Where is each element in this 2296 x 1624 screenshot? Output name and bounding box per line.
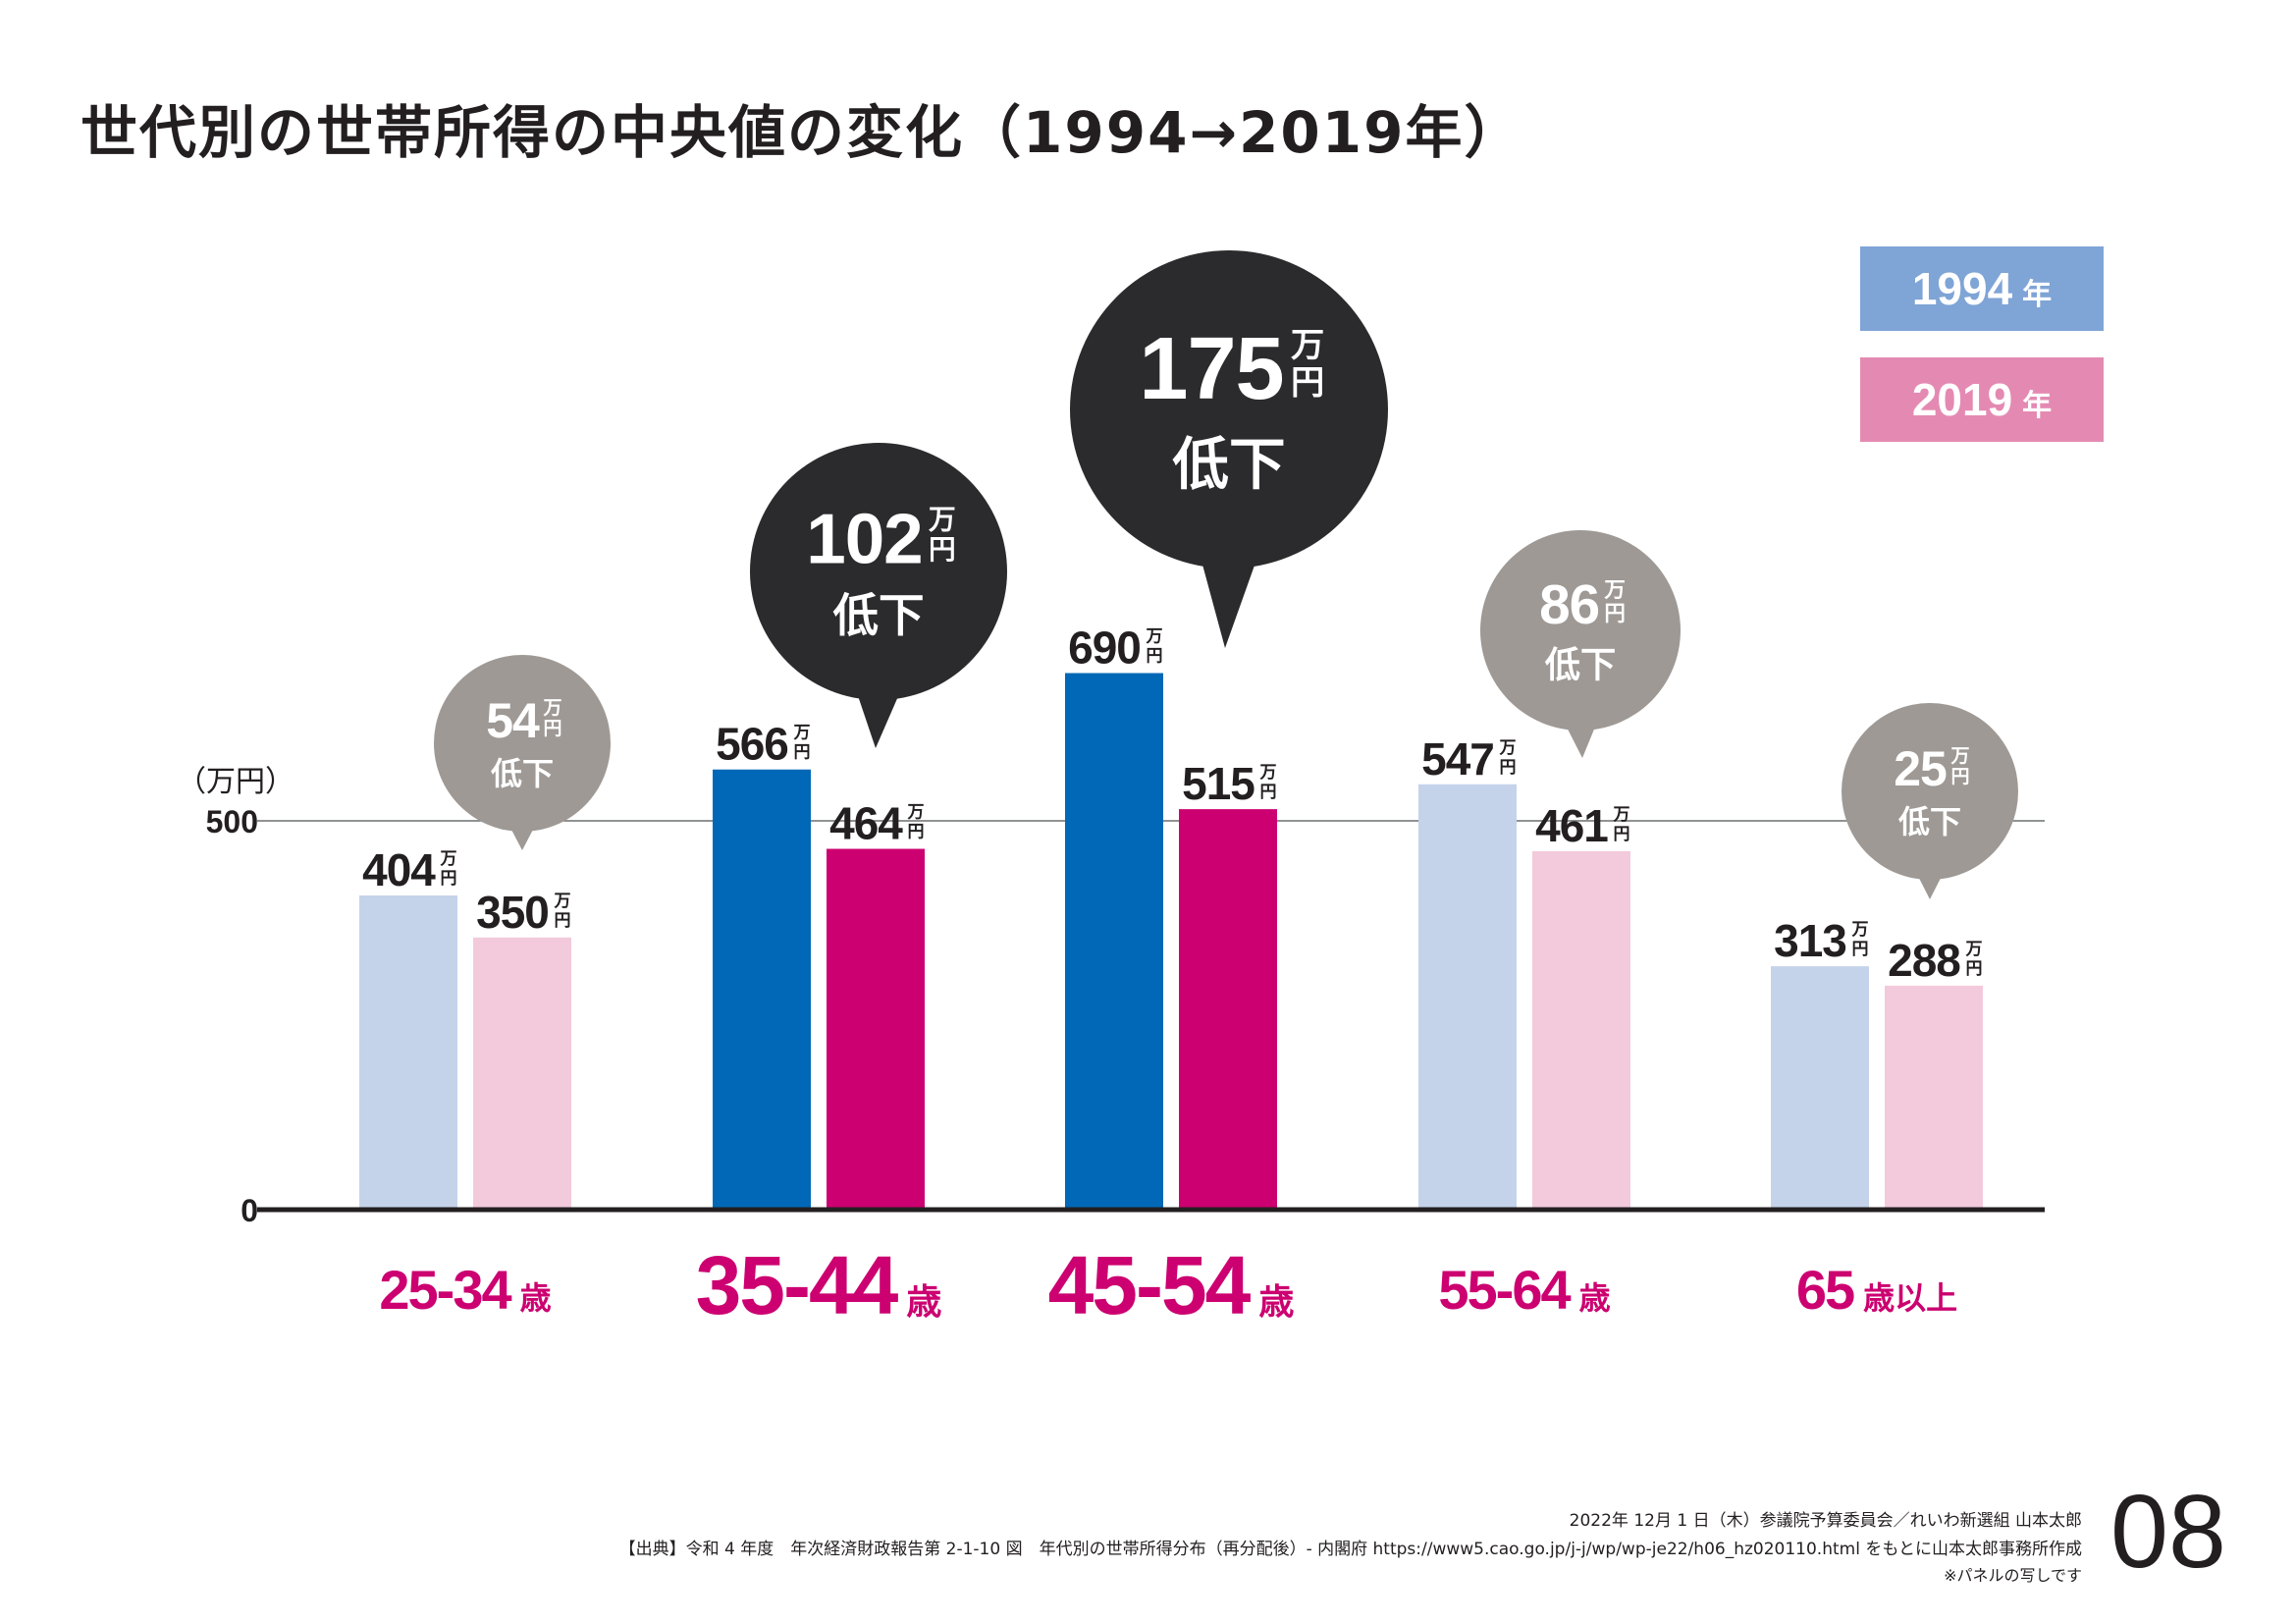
value-unit-man-2019-55-64: 万 [1613,805,1630,824]
value-unit-en-1994-35-44: 円 [794,743,811,762]
value-label-1994-25-34: 404 [362,844,436,895]
drop-value-45-54: 175 [1139,320,1283,418]
drop-unit-man-55-64: 万 [1604,578,1626,602]
value-unit-man-2019-45-54: 万 [1259,763,1277,782]
age-label-35-44: 35-44 歳 [696,1239,942,1331]
value-unit-man-1994-55-64: 万 [1499,738,1517,757]
drop-label-45-54: 低下 [1172,434,1285,497]
drop-value-55-64: 86 [1539,574,1599,636]
drop-unit-en-25-34: 円 [543,719,561,739]
drop-unit-en-65: 円 [1950,767,1969,787]
drop-unit-en-55-64: 円 [1604,602,1626,625]
age-range: 55-64 [1438,1259,1571,1321]
drop-bubble-65 [1842,703,2018,880]
drop-unit-man-45-54: 万 [1291,327,1324,364]
age-range: 65 [1796,1259,1854,1321]
legend-2019: 2019 年 [1860,357,2104,442]
bar-1994-45-54 [1065,673,1163,1210]
value-unit-man-1994-65: 万 [1851,920,1869,939]
drop-unit-en-35-44: 円 [929,534,956,565]
footer-source: 【出典】令和 4 年度 年次経済財政報告第 2-1-10 図 年代別の世帯所得分… [618,1540,2082,1559]
value-unit-en-1994-55-64: 円 [1500,758,1517,777]
legend-2019-unit: 年 [2022,389,2053,423]
age-range: 45-54 [1048,1239,1252,1331]
value-label-2019-45-54: 515 [1182,758,1255,809]
bar-2019-25-34 [473,937,571,1210]
y-axis-label: （万円） [177,766,294,798]
age-label-55-64: 55-64 歳 [1438,1259,1610,1321]
drop-label-65: 低下 [1898,804,1961,839]
value-unit-en-1994-65: 円 [1852,940,1869,958]
value-label-1994-65: 313 [1774,915,1846,966]
bar-1994-35-44 [713,769,811,1210]
age-suffix: 歳 [1258,1281,1294,1322]
age-range: 25-34 [379,1259,511,1321]
age-range: 35-44 [696,1239,899,1331]
value-unit-en-2019-45-54: 円 [1260,783,1277,801]
value-unit-en-2019-35-44: 円 [908,823,925,841]
value-label-2019-55-64: 461 [1535,800,1608,851]
bar-1994-25-34 [359,895,457,1210]
drop-unit-man-35-44: 万 [929,504,956,534]
drop-unit-man-25-34: 万 [542,698,561,719]
drop-value-65: 25 [1894,741,1947,796]
value-unit-en-2019-25-34: 円 [555,911,571,930]
bar-2019-65 [1885,985,1983,1210]
value-unit-man-2019-25-34: 万 [554,892,571,910]
footer-note: ※パネルの写しです [1944,1566,2082,1585]
value-unit-man-2019-35-44: 万 [907,803,925,822]
legend-1994-year: 1994 [1911,263,2013,314]
drop-bubble-tail-35-44 [855,688,902,748]
legend-1994-unit: 年 [2022,278,2053,312]
value-unit-en-2019-65: 円 [1966,959,1983,978]
bar-2019-55-64 [1532,850,1630,1210]
footer-date: 2022年 12月 1 日（木）参議院予算委員会／れいわ新選組 山本太郎 [1569,1511,2082,1531]
value-unit-man-1994-45-54: 万 [1146,627,1163,646]
age-label-45-54: 45-54 歳 [1048,1239,1295,1331]
drop-bubble-45-54 [1070,250,1388,568]
bar-1994-55-64 [1418,784,1517,1210]
legend-2019-year: 2019 [1911,374,2013,425]
age-suffix: 歳 [520,1280,552,1316]
value-label-1994-35-44: 566 [716,719,788,770]
age-suffix: 歳 [906,1281,941,1322]
legend-1994: 1994 年 [1860,246,2104,331]
value-unit-en-1994-25-34: 円 [441,869,457,888]
page-title: 世代別の世帯所得の中央値の変化（1994→2019年） [80,99,1523,166]
age-suffix: 歳 [1579,1280,1611,1316]
drop-value-25-34: 54 [486,693,540,748]
drop-bubble-35-44 [750,443,1007,700]
value-label-1994-45-54: 690 [1068,623,1141,674]
drop-bubble-25-34 [434,655,611,832]
bar-2019-45-54 [1179,809,1277,1210]
drop-value-35-44: 102 [806,499,922,578]
age-label-25-34: 25-34 歳 [379,1259,551,1321]
bar-1994-65 [1771,966,1869,1210]
age-label-65: 65 歳以上 [1796,1259,1957,1321]
drop-unit-en-45-54: 円 [1291,364,1324,402]
drop-label-55-64: 低下 [1545,645,1617,685]
y-tick-500: 500 [206,804,258,839]
drop-label-25-34: 低下 [491,756,554,791]
y-tick-0: 0 [240,1193,258,1228]
drop-label-35-44: 低下 [832,590,924,641]
drop-bubble-55-64 [1480,530,1681,731]
value-label-2019-35-44: 464 [829,798,903,849]
value-label-2019-65: 288 [1888,935,1960,986]
value-label-1994-55-64: 547 [1421,733,1494,785]
value-unit-man-1994-35-44: 万 [793,724,811,742]
age-suffix: 歳以上 [1863,1280,1957,1316]
drop-unit-man-65: 万 [1949,746,1969,767]
bar-2019-35-44 [827,848,925,1210]
value-unit-en-2019-55-64: 円 [1614,825,1630,843]
drop-bubble-tail-45-54 [1200,557,1258,648]
value-unit-man-2019-65: 万 [1965,940,1983,958]
value-unit-man-1994-25-34: 万 [440,849,457,868]
page-number: 08 [2110,1474,2226,1590]
value-label-2019-25-34: 350 [476,887,549,938]
value-unit-en-1994-45-54: 円 [1147,647,1163,666]
